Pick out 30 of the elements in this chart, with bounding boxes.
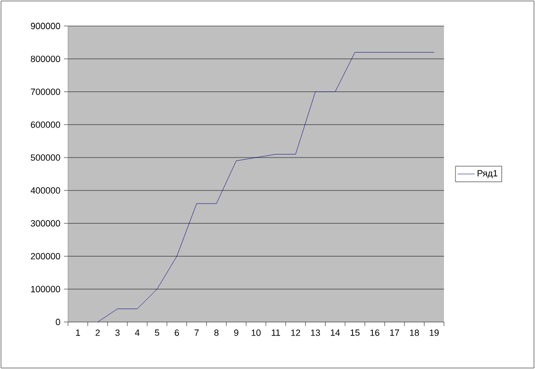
x-tick-label: 14	[330, 330, 340, 336]
x-tick-label: 5	[154, 330, 160, 336]
x-tick-label: 8	[214, 330, 219, 336]
x-tick-label: 15	[350, 330, 360, 336]
y-tick-label: 600000	[30, 121, 60, 128]
x-tick-label: 9	[234, 330, 238, 336]
x-tick-label: 13	[311, 330, 320, 336]
y-tick-label: 300000	[30, 220, 60, 227]
y-tick-label: 500000	[30, 154, 60, 161]
y-tick-label: 200000	[30, 253, 60, 260]
y-tick-label: 900000	[30, 22, 60, 30]
x-tick-label: 6	[174, 330, 179, 336]
legend-label: Ряд1	[478, 170, 498, 178]
x-tick-label: 10	[252, 330, 261, 336]
y-tick-label: 700000	[30, 88, 60, 95]
x-tick-label: 16	[370, 330, 380, 336]
x-tick-label: 4	[134, 330, 140, 336]
x-tick-label: 2	[96, 330, 100, 336]
y-tick-label: 100000	[31, 286, 60, 292]
x-tick-label: 19	[430, 330, 439, 336]
x-tick-label: 12	[291, 330, 300, 336]
x-tick-label: 17	[390, 330, 400, 336]
x-tick-label: 7	[194, 330, 199, 336]
x-tick-label: 3	[115, 330, 120, 336]
y-tick-label: 400000	[30, 187, 60, 194]
x-tick-label: 1	[76, 330, 80, 336]
y-tick-label: 800000	[30, 56, 60, 62]
x-tick-label: 11	[272, 330, 280, 336]
y-tick-label: 0	[56, 318, 60, 326]
x-tick-label: 18	[410, 330, 419, 336]
